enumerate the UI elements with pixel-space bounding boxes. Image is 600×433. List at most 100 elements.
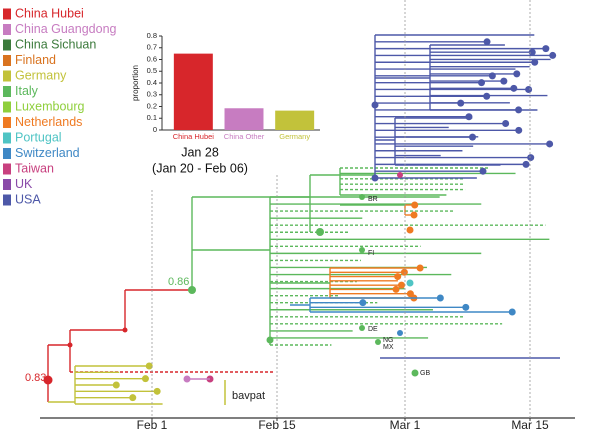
legend-swatch	[3, 179, 11, 190]
inset-chart: 0 0.1 0.2 0.3 0.4 0.5 0.6 0.7 0.8 proportion China…	[125, 28, 325, 175]
time-axis: Feb 1 Feb 15 Mar 1 Mar 15	[40, 0, 575, 432]
node	[406, 226, 414, 234]
node	[436, 294, 444, 302]
y-axis-label: proportion	[131, 65, 140, 101]
node	[410, 211, 418, 219]
annotation: MX	[383, 344, 394, 351]
node	[67, 342, 73, 348]
node	[546, 140, 554, 148]
node	[406, 279, 414, 287]
node	[462, 303, 470, 311]
legend-swatch	[3, 8, 11, 20]
date-label: Mar 15	[511, 418, 549, 432]
annotation: FI	[368, 250, 374, 257]
node	[411, 201, 419, 209]
y-tick-label: 0.4	[147, 78, 157, 87]
node	[465, 113, 473, 121]
legend-swatch	[3, 101, 11, 113]
annotation: DE	[368, 326, 378, 333]
node	[525, 85, 533, 93]
x-tick-label: Germany	[279, 132, 310, 141]
node	[398, 281, 406, 289]
node	[483, 92, 491, 100]
node	[359, 299, 367, 307]
date-label: Mar 1	[390, 418, 421, 432]
node	[542, 45, 550, 53]
node	[122, 327, 128, 333]
node	[397, 172, 403, 178]
node	[394, 273, 402, 281]
node	[522, 160, 530, 168]
legend-swatch	[3, 132, 11, 144]
node	[371, 101, 379, 109]
annotation: bavpat	[232, 390, 265, 402]
node	[527, 154, 535, 162]
node	[375, 339, 381, 345]
legend-swatch	[3, 194, 11, 206]
node	[515, 126, 523, 134]
legend-swatch	[3, 163, 11, 175]
node	[145, 362, 153, 370]
node	[397, 330, 403, 336]
node	[359, 325, 365, 331]
node	[112, 381, 120, 389]
y-tick-label: 0.2	[147, 101, 157, 110]
date-label: Feb 15	[258, 418, 296, 432]
y-tick-label: 0.6	[147, 54, 157, 63]
date-label: Feb 1	[137, 418, 168, 432]
legend-label: Luxembourg	[15, 99, 85, 113]
annotation: BR	[368, 196, 378, 203]
inset-bg	[125, 28, 325, 173]
node	[549, 51, 557, 59]
node	[129, 394, 137, 402]
legend-label: China Hubei	[15, 6, 84, 20]
node	[483, 38, 491, 46]
y-tick-label: 0.5	[147, 66, 157, 75]
node	[478, 79, 486, 87]
annotation: NG	[383, 337, 394, 344]
node	[416, 264, 424, 272]
node	[510, 84, 518, 92]
legend-label: Portugal	[15, 130, 62, 144]
legend-swatch	[3, 55, 11, 66]
node	[513, 70, 521, 78]
y-tick-label: 0.1	[147, 113, 157, 122]
legend-label: USA	[15, 192, 41, 206]
legend-label: China Sichuan	[15, 37, 96, 51]
bar	[224, 108, 264, 130]
node	[359, 194, 365, 200]
legend-label: China Guangdong	[15, 22, 117, 36]
node	[502, 120, 510, 128]
node	[359, 247, 365, 253]
node	[43, 375, 53, 385]
y-tick-label: 0	[153, 125, 157, 134]
node	[411, 369, 419, 377]
node	[371, 174, 379, 182]
node	[392, 285, 400, 293]
node	[479, 167, 487, 175]
legend-swatch	[3, 117, 11, 128]
legend-swatch	[3, 148, 11, 159]
annotation: 0.86	[168, 276, 189, 288]
x-tick-label: China Other	[224, 132, 265, 141]
node	[500, 77, 508, 85]
node	[508, 308, 516, 316]
node	[531, 58, 539, 66]
node	[153, 387, 161, 395]
node	[400, 268, 408, 276]
legend-swatch	[3, 39, 11, 51]
legend-label: Taiwan	[15, 161, 54, 175]
legend-swatch	[3, 24, 11, 35]
legend-swatch	[3, 86, 11, 97]
annotation: 0.83	[25, 372, 46, 384]
node	[316, 228, 324, 236]
y-tick-label: 0.7	[147, 43, 157, 52]
node	[266, 336, 274, 344]
legend-label: Italy	[15, 84, 39, 98]
legend-label: Switzerland	[15, 146, 80, 160]
legend-label: Germany	[15, 68, 67, 82]
node	[188, 286, 196, 294]
